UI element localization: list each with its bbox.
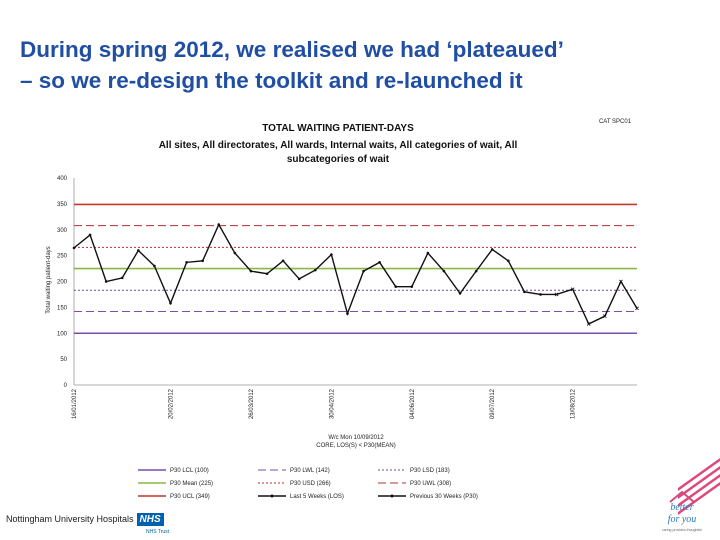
chart-title: TOTAL WAITING PATIENT-DAYS <box>262 123 414 134</box>
series-line-previous-30-weeks <box>73 223 541 316</box>
y-tick-label: 150 <box>57 305 68 311</box>
y-tick-label: 300 <box>57 228 68 234</box>
data-point-previous <box>426 251 430 255</box>
data-point-previous <box>346 312 349 315</box>
data-point-previous <box>362 269 365 273</box>
x-tick-label: 20/02/2012 <box>169 388 175 419</box>
legend-label-lwl: P30 LWL (142) <box>290 468 330 474</box>
y-tick-label: 100 <box>57 331 68 337</box>
data-point-previous <box>474 269 478 273</box>
data-point-last5 <box>635 306 639 311</box>
waiting-days-chart: CAT SPC01 TOTAL WAITING PATIENT-DAYS All… <box>46 119 639 500</box>
legend-label-lsd: P30 LSD (183) <box>410 468 450 474</box>
data-point-previous <box>378 261 381 264</box>
data-point-previous <box>410 285 414 288</box>
y-tick-label: 50 <box>60 357 67 363</box>
legend-marker-last5 <box>270 494 274 498</box>
data-point-previous <box>394 285 398 288</box>
corner-stripes-graphic <box>678 458 720 515</box>
data-point-previous <box>185 261 188 264</box>
data-point-previous <box>458 292 462 295</box>
data-point-previous <box>201 259 204 263</box>
data-point-previous <box>169 301 172 305</box>
legend-label-last5: Last 5 Weeks (LOS) <box>290 494 344 500</box>
headline-line-1: During spring 2012, we realised we had ‘… <box>20 37 564 62</box>
x-tick-label: 16/01/2012 <box>72 388 78 419</box>
y-tick-label: 400 <box>57 176 68 182</box>
headline-line-2: – so we re-design the toolkit and re-lau… <box>20 68 523 93</box>
better-for-you-logo: better for you caring provides thoughtfu… <box>662 490 702 532</box>
slide-headline: During spring 2012, we realised we had ‘… <box>20 34 710 96</box>
data-point-previous <box>313 268 317 272</box>
legend-label-uwl: P30 UWL (308) <box>410 481 451 487</box>
x-tick-label: 26/03/2012 <box>249 388 255 419</box>
data-point-last5 <box>602 314 607 319</box>
x-tick-label: 30/04/2012 <box>329 388 335 419</box>
chart-subtitle-1: All sites, All directorates, All wards, … <box>159 140 518 151</box>
data-point-previous <box>490 248 494 251</box>
x-tick-label: 09/07/2012 <box>490 388 496 419</box>
logo-tagline: caring provides thoughtful <box>662 528 702 532</box>
legend-label-usd: P30 USD (266) <box>290 481 331 487</box>
data-point-previous <box>120 276 124 280</box>
chart-subtitle-2: subcategories of wait <box>287 154 390 165</box>
hospital-name: Nottingham University Hospitals <box>6 513 134 524</box>
data-point-previous <box>217 223 221 226</box>
legend-label-prev30: Previous 30 Weeks (P30) <box>410 494 478 500</box>
legend-label-mean: P30 Mean (225) <box>170 481 213 487</box>
series-line-last-5-weeks <box>540 280 638 325</box>
data-point-last5 <box>554 292 559 297</box>
hospital-logo: Nottingham University Hospitals NHS <box>6 513 164 526</box>
data-point-previous <box>539 293 542 296</box>
logo-text-bottom: for you <box>668 514 697 525</box>
x-tick-label: 13/08/2012 <box>571 388 577 419</box>
data-point-previous <box>297 277 301 281</box>
trust-label: NHS Trust <box>146 529 170 535</box>
data-point-previous <box>330 253 333 256</box>
data-point-previous <box>442 269 446 273</box>
data-point-last5 <box>570 287 575 292</box>
data-point-previous <box>249 269 253 273</box>
data-point-previous <box>265 272 269 276</box>
x-tick-label: 04/06/2012 <box>410 388 416 419</box>
y-tick-label: 250 <box>57 254 68 260</box>
data-point-last5 <box>619 279 623 284</box>
y-tick-label: 0 <box>64 383 68 389</box>
data-point-previous <box>72 246 76 250</box>
x-axis-label-2: CORE, LOS(S) < P30(MEAN) <box>316 443 396 449</box>
legend-marker-prev30 <box>390 494 394 498</box>
data-point-previous <box>281 259 285 263</box>
x-axis-label-1: W/c Mon 10/09/2012 <box>328 435 384 441</box>
data-point-previous <box>153 264 156 268</box>
y-axis-label: Total waiting patient-days <box>46 246 52 313</box>
y-tick-label: 350 <box>57 202 68 208</box>
logo-text-top: better <box>670 502 693 513</box>
data-point-previous <box>523 290 526 294</box>
data-point-previous <box>233 251 237 255</box>
data-point-previous <box>137 249 140 252</box>
legend-label-lcl: P30 LCL (100) <box>170 468 209 474</box>
data-point-previous <box>507 259 510 263</box>
data-point-previous <box>104 280 108 283</box>
legend-label-ucl: P30 UCL (349) <box>170 494 210 500</box>
y-tick-label: 200 <box>57 280 68 286</box>
chart-code-label: CAT SPC01 <box>599 119 632 125</box>
data-point-last5 <box>586 322 591 326</box>
nhs-badge: NHS <box>136 513 164 526</box>
data-point-previous <box>88 233 92 237</box>
